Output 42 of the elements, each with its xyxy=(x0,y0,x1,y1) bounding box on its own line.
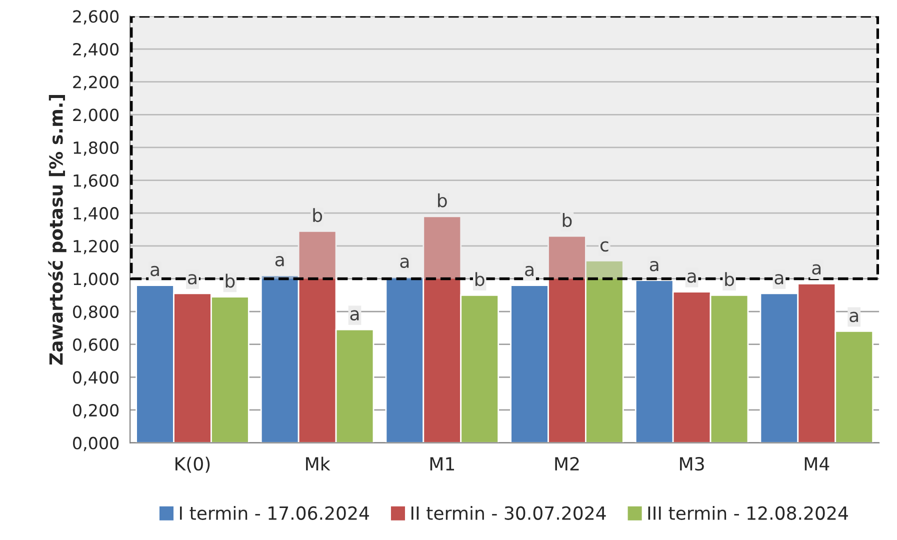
data-label: a xyxy=(687,272,696,283)
data-label: b xyxy=(226,274,235,288)
x-tick-label: Mk xyxy=(306,456,330,470)
y-tick-label: 2,000 xyxy=(73,108,119,123)
x-tick-label: K(0) xyxy=(176,456,210,473)
y-tick-label: 2,200 xyxy=(73,76,119,90)
data-label: c xyxy=(600,241,608,252)
x-tick-label: M2 xyxy=(555,457,579,470)
data-label: a xyxy=(812,264,821,275)
legend-label: III termin - 12.08.2024 xyxy=(648,506,848,520)
data-label: b xyxy=(562,213,572,228)
x-tick-label: M1 xyxy=(430,457,454,470)
y-tick-label: 0,200 xyxy=(73,404,119,418)
data-label: a xyxy=(275,256,284,266)
data-label: a xyxy=(525,266,534,276)
y-tick-label: 2,400 xyxy=(73,42,119,58)
y-tick-label: 0,800 xyxy=(73,306,119,320)
x-tick-label: M4 xyxy=(804,457,830,470)
data-label: a xyxy=(188,274,196,284)
data-label: a xyxy=(150,266,159,276)
data-label: a xyxy=(774,274,784,284)
y-tick-label: 1,400 xyxy=(74,207,119,222)
data-label: b xyxy=(725,272,734,286)
data-label: b xyxy=(313,208,322,222)
y-tick-label: 1,000 xyxy=(74,272,119,287)
data-label: a xyxy=(850,312,858,322)
y-tick-label: 1,200 xyxy=(74,240,119,254)
data-label: a xyxy=(650,260,658,272)
legend-label: II termin - 30.07.2024 xyxy=(411,506,606,520)
data-label: b xyxy=(438,193,447,208)
y-tick-label: 0,000 xyxy=(73,436,119,452)
legend-label: I termin - 17.06.2024 xyxy=(180,506,369,520)
data-label: a xyxy=(350,310,359,321)
y-tick-label: 0,600 xyxy=(73,338,119,353)
data-label: b xyxy=(476,272,484,286)
y-tick-label: 0,400 xyxy=(73,371,119,386)
y-tick-label: 1,800 xyxy=(74,141,119,156)
y-axis-title: Zawartość potasu [% s.m.] xyxy=(48,95,66,365)
data-label: a xyxy=(400,258,409,268)
x-tick-label: M3 xyxy=(680,457,704,471)
y-tick-label: 2,600 xyxy=(73,10,119,24)
y-tick-label: 1,600 xyxy=(74,174,119,189)
